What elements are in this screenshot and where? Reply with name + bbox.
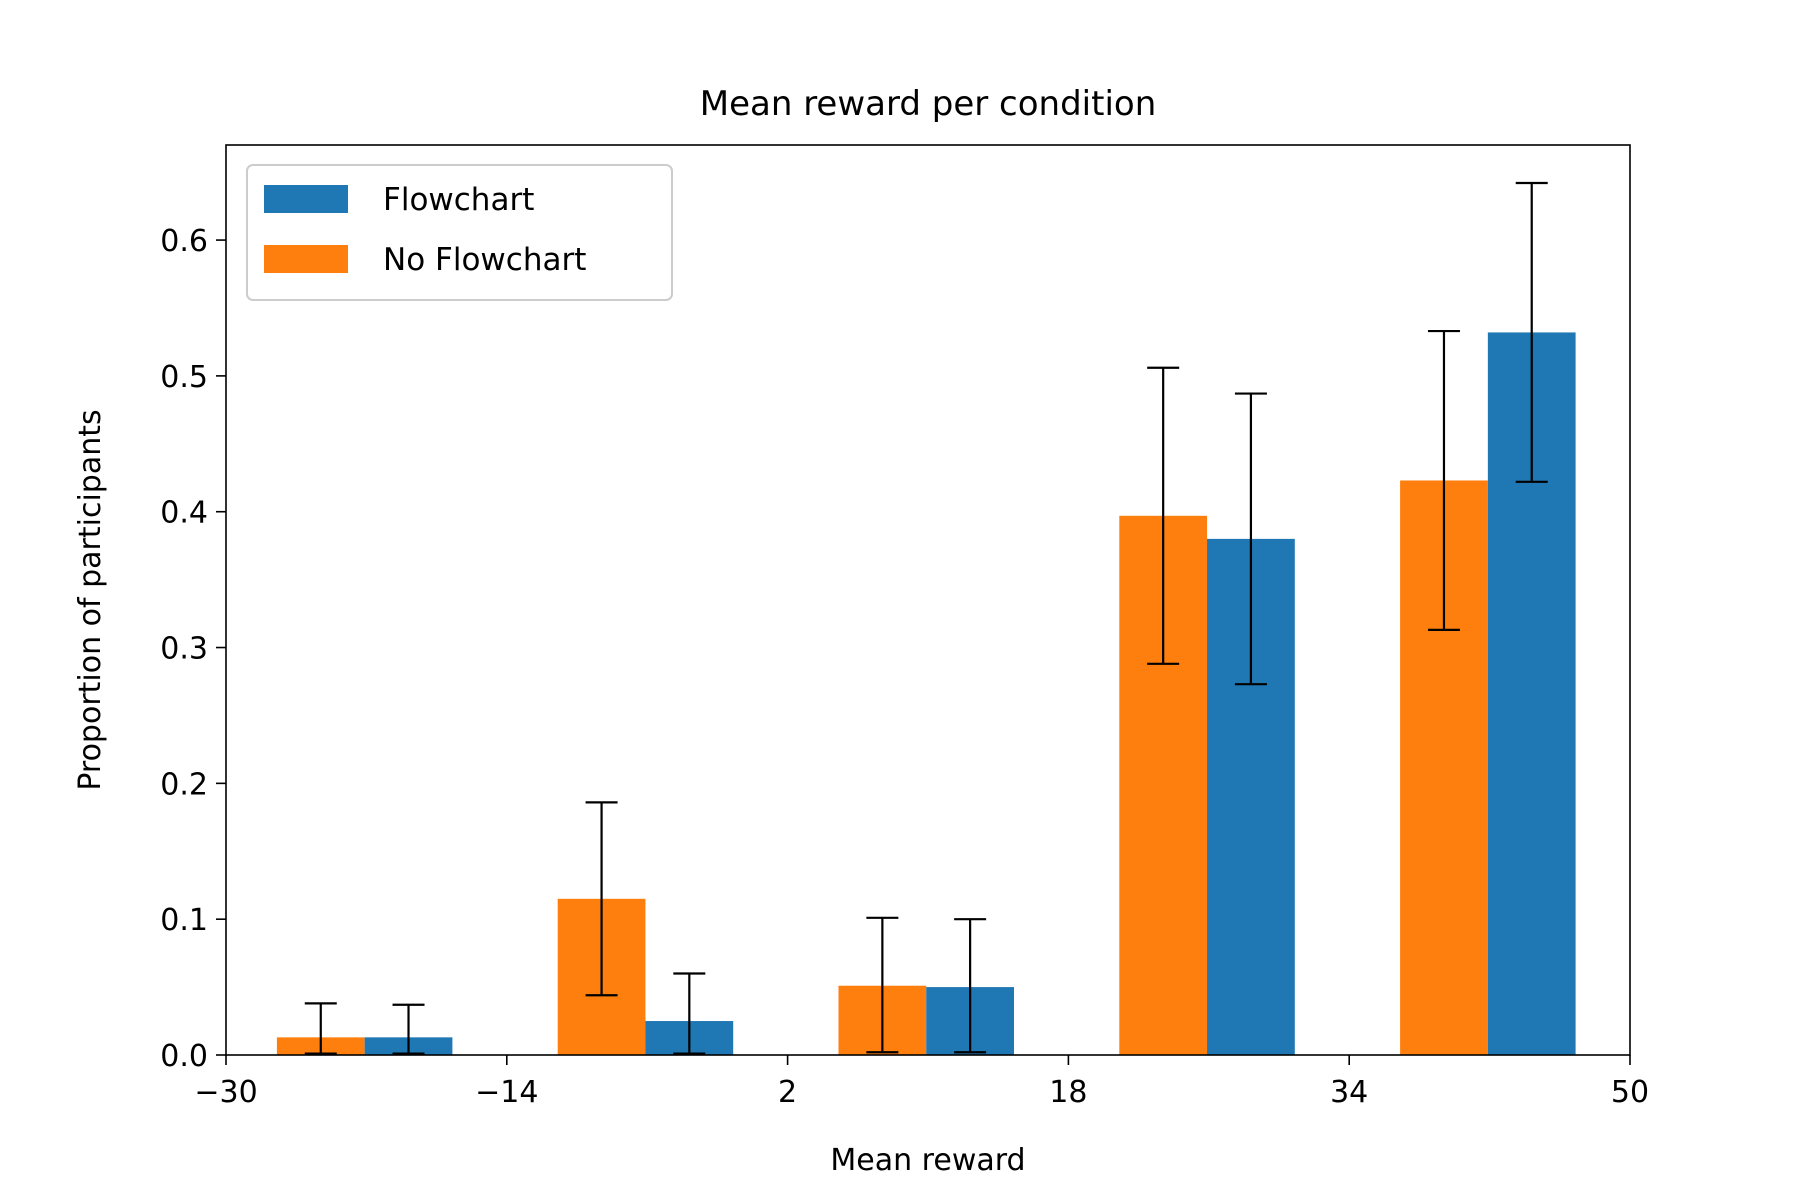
x-tick-label: 50 bbox=[1611, 1075, 1649, 1110]
error-bar-flowchart-3 bbox=[1234, 392, 1267, 686]
error-bar-flowchart-2 bbox=[954, 918, 987, 1054]
x-tick-label: −30 bbox=[194, 1075, 257, 1110]
error-bar-flowchart-1 bbox=[673, 972, 706, 1055]
y-axis-label: Proportion of participants bbox=[73, 409, 108, 790]
x-tick-label: 18 bbox=[1049, 1075, 1087, 1110]
y-tick-label: 0.2 bbox=[160, 767, 208, 802]
plot-frame bbox=[225, 144, 1631, 1056]
legend-box bbox=[246, 164, 673, 301]
legend-swatch-flowchart bbox=[264, 185, 348, 213]
x-axis-label: Mean reward bbox=[830, 1143, 1025, 1178]
legend-label-no-flowchart: No Flowchart bbox=[383, 242, 586, 278]
error-bar-no-flowchart-4 bbox=[1427, 329, 1460, 631]
chart-title: Mean reward per condition bbox=[700, 84, 1157, 124]
error-bar-no-flowchart-0 bbox=[304, 1002, 337, 1055]
error-bar-no-flowchart-1 bbox=[585, 801, 618, 997]
y-tick-label: 0.4 bbox=[160, 496, 208, 531]
error-bar-no-flowchart-2 bbox=[866, 916, 899, 1054]
error-bar-no-flowchart-3 bbox=[1147, 366, 1180, 665]
y-tick-label: 0.6 bbox=[160, 224, 208, 259]
x-tick-label: −14 bbox=[475, 1075, 538, 1110]
y-axis: 0.0 0.1 0.2 0.3 0.4 0.5 0.6 bbox=[160, 224, 226, 1074]
legend-swatch-no-flowchart bbox=[264, 245, 348, 273]
y-tick-label: 0.3 bbox=[160, 632, 208, 667]
y-tick-label: 0.1 bbox=[160, 903, 208, 938]
x-tick-label: 34 bbox=[1330, 1075, 1368, 1110]
legend-label-flowchart: Flowchart bbox=[383, 182, 534, 218]
x-tick-label: 2 bbox=[778, 1075, 797, 1110]
error-bars-layer bbox=[304, 181, 1548, 1055]
x-axis: −30 −14 2 18 34 50 bbox=[194, 1055, 1649, 1110]
y-tick-label: 0.0 bbox=[160, 1039, 208, 1074]
error-bar-flowchart-0 bbox=[392, 1003, 425, 1055]
error-bar-flowchart-4 bbox=[1515, 181, 1548, 483]
y-tick-label: 0.5 bbox=[160, 360, 208, 395]
legend: Flowchart No Flowchart bbox=[246, 164, 673, 301]
